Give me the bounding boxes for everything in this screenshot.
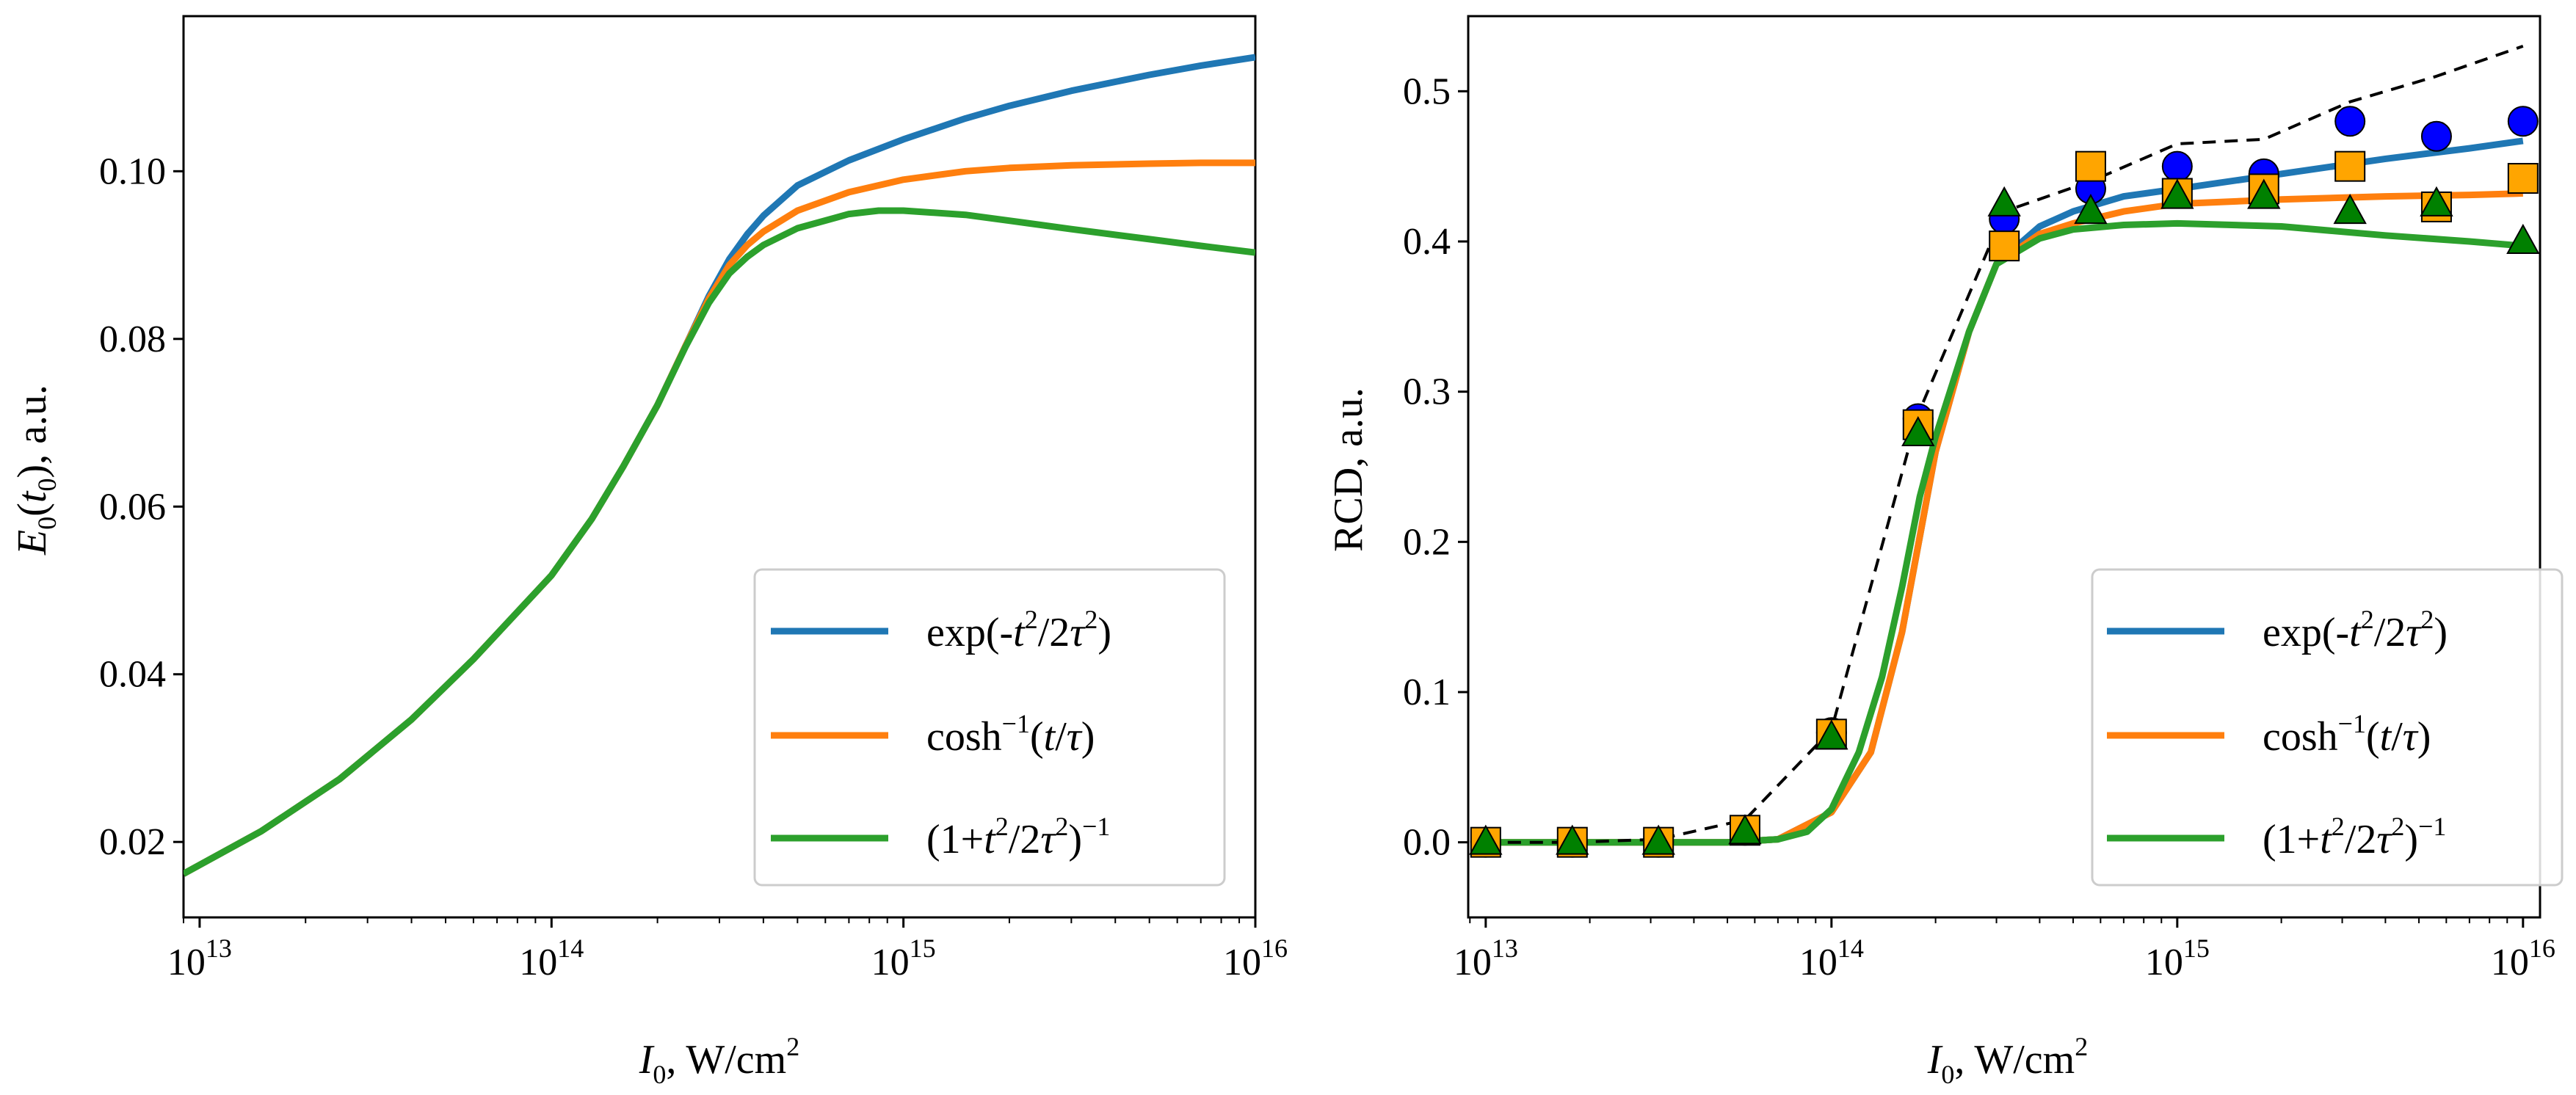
left-x-ticks: 1013 1014 1015 1016 [167, 917, 1288, 983]
left-series-group [184, 54, 1255, 877]
left-legend-label-exp: exp(-t2/2τ2) [926, 605, 1111, 655]
square-marker [2075, 150, 2106, 182]
left-y-axis-label: E0(t0), a.u. [10, 385, 62, 556]
triangle-marker [1901, 415, 1935, 446]
left-legend-box [753, 568, 1226, 887]
right-legend-label-cosh: cosh−1(t/τ) [2263, 709, 2431, 760]
circle-marker [2334, 106, 2366, 137]
circle-marker [2161, 150, 2193, 182]
left-legend-label-cosh: cosh−1(t/τ) [926, 709, 1095, 760]
right-plot-frame [1467, 15, 2541, 919]
right-x-ticks: 1013 1014 1015 1016 [1454, 917, 2555, 983]
right-xtick-label: 1013 [1454, 934, 1518, 983]
triangle-marker [1556, 824, 1589, 855]
triangle-marker [2506, 223, 2540, 254]
right-y-ticks: 0.0 0.1 0.2 0.3 0.4 0.5 [1403, 70, 1468, 864]
right-series-lor [1485, 219, 2524, 846]
left-x-axis-label: I0, W/cm2 [639, 1032, 799, 1089]
right-legend-label-exp: exp(-t2/2τ2) [2263, 605, 2448, 655]
right-legend-box [2091, 568, 2564, 887]
triangle-marker [2333, 193, 2367, 225]
right-ytick-label: 0.0 [1403, 822, 1451, 864]
right-ytick-label: 0.1 [1403, 672, 1451, 713]
left-ytick-label: 0.04 [99, 654, 166, 696]
right-x-axis-label: I0, W/cm2 [1927, 1032, 2088, 1089]
right-panel: 0.0 0.1 0.2 0.3 0.4 0.5 1013 1014 1015 1016 RCD,… [1326, 15, 2564, 1089]
left-series-lor [184, 207, 1255, 877]
circle-marker [2507, 106, 2539, 137]
left-ytick-label: 0.02 [99, 821, 166, 863]
left-xtick-label: 1016 [1223, 934, 1288, 983]
square-marker [2507, 163, 2539, 194]
right-ytick-label: 0.2 [1403, 521, 1451, 563]
left-xtick-label: 1014 [519, 934, 584, 983]
right-xtick-label: 1016 [2491, 934, 2555, 983]
left-legend: exp(-t2/2τ2) cosh−1(t/τ) (1+t2/2τ2)−1 [753, 568, 1226, 887]
triangle-marker [1469, 824, 1503, 855]
right-legend: exp(-t2/2τ2) cosh−1(t/τ) (1+t2/2τ2)−1 [2091, 568, 2564, 887]
left-xtick-label: 1015 [871, 934, 936, 983]
triangle-marker [2160, 178, 2194, 209]
left-panel: 0.02 0.04 0.06 0.08 0.10 1013 1014 1015 1016 E0… [10, 15, 1288, 1089]
right-markers-group [1469, 106, 2540, 858]
left-ytick-label: 0.10 [99, 150, 166, 192]
right-xtick-label: 1015 [2145, 934, 2210, 983]
triangle-marker [2247, 178, 2281, 209]
left-y-ticks: 0.02 0.04 0.06 0.08 0.10 [99, 150, 184, 863]
square-marker [1989, 230, 2020, 262]
right-y-axis-label: RCD, a.u. [1326, 388, 1371, 552]
triangle-marker [1815, 719, 1848, 750]
left-xtick-label: 1013 [167, 934, 232, 983]
right-xtick-label: 1014 [1799, 934, 1864, 983]
left-ytick-label: 0.06 [99, 486, 166, 528]
right-ytick-label: 0.3 [1403, 371, 1451, 413]
triangle-marker [1641, 824, 1675, 855]
triangle-marker [1987, 186, 2021, 217]
circle-marker [2420, 120, 2452, 152]
triangle-marker [2074, 193, 2108, 225]
right-ytick-label: 0.5 [1403, 70, 1451, 112]
right-ytick-label: 0.4 [1403, 221, 1451, 263]
square-marker [2334, 150, 2366, 182]
left-legend-label-lor: (1+t2/2τ2)−1 [926, 812, 1110, 862]
triangle-marker [2420, 186, 2453, 217]
triangle-marker [1728, 814, 1762, 845]
right-legend-label-lor: (1+t2/2τ2)−1 [2263, 812, 2446, 862]
left-ytick-label: 0.08 [99, 319, 166, 360]
